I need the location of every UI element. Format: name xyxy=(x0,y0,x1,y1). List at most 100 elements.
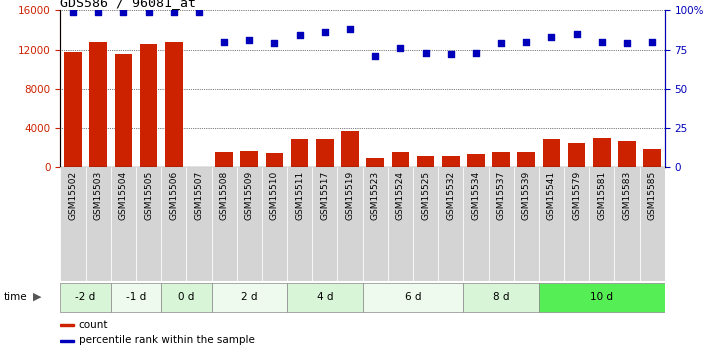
Point xyxy=(319,30,331,35)
Bar xyxy=(539,167,564,281)
Bar xyxy=(111,283,161,312)
Text: GDS586 / 96081_at: GDS586 / 96081_at xyxy=(60,0,196,9)
Text: GSM15511: GSM15511 xyxy=(295,171,304,220)
Bar xyxy=(165,42,183,167)
Point xyxy=(269,41,280,46)
Point xyxy=(445,51,456,57)
Point xyxy=(118,9,129,15)
Point xyxy=(571,31,582,37)
Bar xyxy=(366,158,384,167)
Text: GSM15585: GSM15585 xyxy=(648,171,657,220)
Point xyxy=(244,37,255,43)
Bar xyxy=(593,138,611,167)
Bar xyxy=(518,152,535,167)
Text: GSM15539: GSM15539 xyxy=(522,171,531,220)
Point xyxy=(168,9,179,15)
Bar xyxy=(291,139,309,167)
Bar xyxy=(488,167,514,281)
Text: GSM15509: GSM15509 xyxy=(245,171,254,220)
Point xyxy=(193,9,205,15)
Text: 6 d: 6 d xyxy=(405,292,421,302)
Bar xyxy=(618,141,636,167)
Bar xyxy=(60,167,85,281)
Bar xyxy=(514,167,539,281)
Bar xyxy=(316,139,333,167)
Bar xyxy=(467,154,485,167)
Bar xyxy=(614,167,640,281)
Bar xyxy=(114,53,132,167)
Bar xyxy=(64,51,82,167)
Text: GSM15534: GSM15534 xyxy=(471,171,481,220)
Text: GSM15537: GSM15537 xyxy=(496,171,506,220)
Bar xyxy=(492,152,510,167)
Bar xyxy=(438,167,464,281)
Bar xyxy=(568,143,585,167)
Bar xyxy=(60,340,74,342)
Bar xyxy=(287,283,363,312)
Bar xyxy=(387,167,413,281)
Bar xyxy=(363,283,464,312)
Bar xyxy=(392,152,410,167)
Bar xyxy=(90,42,107,167)
Text: GSM15508: GSM15508 xyxy=(220,171,229,220)
Text: GSM15523: GSM15523 xyxy=(370,171,380,220)
Point xyxy=(470,50,481,56)
Text: -2 d: -2 d xyxy=(75,292,96,302)
Bar xyxy=(363,167,387,281)
Point xyxy=(344,27,356,32)
Bar xyxy=(215,152,233,167)
Text: GSM15581: GSM15581 xyxy=(597,171,606,220)
Point xyxy=(294,33,305,38)
Bar xyxy=(564,167,589,281)
Bar xyxy=(287,167,312,281)
Text: 10 d: 10 d xyxy=(590,292,614,302)
Bar xyxy=(464,283,539,312)
Point xyxy=(420,50,432,56)
Point xyxy=(520,39,532,45)
Point xyxy=(218,39,230,45)
Bar xyxy=(85,167,111,281)
Point xyxy=(395,45,406,51)
Text: percentile rank within the sample: percentile rank within the sample xyxy=(79,335,255,345)
Bar xyxy=(442,156,459,167)
Bar xyxy=(338,167,363,281)
Bar xyxy=(60,324,74,326)
Text: GSM15525: GSM15525 xyxy=(421,171,430,220)
Text: -1 d: -1 d xyxy=(126,292,146,302)
Bar xyxy=(312,167,338,281)
Bar xyxy=(413,167,438,281)
Bar xyxy=(262,167,287,281)
Text: GSM15517: GSM15517 xyxy=(321,171,329,220)
Text: GSM15507: GSM15507 xyxy=(194,171,203,220)
Point xyxy=(646,39,658,45)
Text: GSM15532: GSM15532 xyxy=(447,171,455,220)
Text: GSM15506: GSM15506 xyxy=(169,171,178,220)
Text: GSM15541: GSM15541 xyxy=(547,171,556,220)
Point xyxy=(596,39,607,45)
Bar xyxy=(542,139,560,167)
Text: 2 d: 2 d xyxy=(241,292,257,302)
Bar xyxy=(539,283,665,312)
Bar xyxy=(136,167,161,281)
Text: GSM15579: GSM15579 xyxy=(572,171,581,220)
Text: 0 d: 0 d xyxy=(178,292,195,302)
Bar xyxy=(111,167,136,281)
Text: 4 d: 4 d xyxy=(316,292,333,302)
Text: GSM15510: GSM15510 xyxy=(270,171,279,220)
Bar xyxy=(464,167,488,281)
Point xyxy=(68,9,79,15)
Point xyxy=(143,9,154,15)
Point xyxy=(546,34,557,40)
Text: time: time xyxy=(4,292,27,302)
Bar xyxy=(341,131,359,167)
Text: GSM15519: GSM15519 xyxy=(346,171,355,220)
Point xyxy=(621,41,633,46)
Point xyxy=(92,9,104,15)
Bar xyxy=(640,167,665,281)
Bar xyxy=(212,167,237,281)
Bar xyxy=(186,167,212,281)
Text: GSM15504: GSM15504 xyxy=(119,171,128,220)
Bar xyxy=(60,283,111,312)
Bar xyxy=(643,149,661,167)
Bar xyxy=(161,283,212,312)
